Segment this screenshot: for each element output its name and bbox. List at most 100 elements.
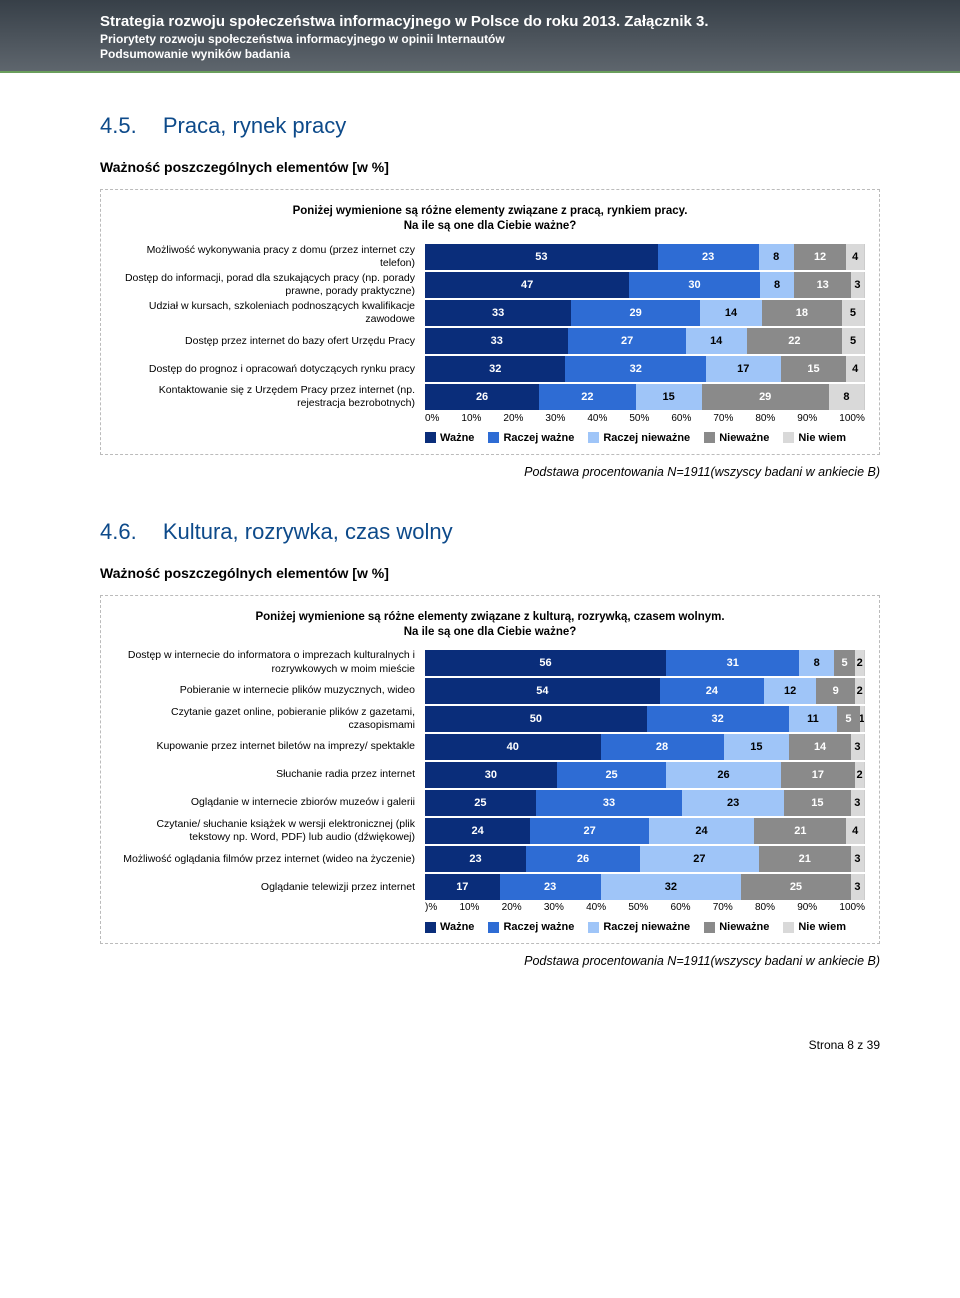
stacked-bar: 302526172: [425, 762, 865, 788]
bar-segment: 5: [842, 300, 864, 326]
bar-segment: 50: [425, 706, 647, 732]
axis-tick: )%: [425, 902, 437, 913]
legend-label: Nie wiem: [798, 432, 846, 444]
legend-label: Raczej nieważne: [603, 432, 690, 444]
header-subtitle-1: Priorytety rozwoju społeczeństwa informa…: [100, 32, 900, 48]
row-label: Dostęp do informacji, porad dla szukając…: [115, 272, 425, 298]
axis-tick: 100%: [839, 902, 865, 913]
bar-segment: 27: [568, 328, 685, 354]
bar-segment: 21: [754, 818, 846, 844]
bar-segment: 26: [526, 846, 640, 872]
bar-segment: 30: [629, 272, 759, 298]
axis-tick: 50%: [628, 902, 648, 913]
bar-segment: 23: [500, 874, 601, 900]
legend-swatch: [425, 922, 436, 933]
page-content: 4.5. Praca, rynek pracy Ważność poszczeg…: [0, 73, 960, 1029]
stacked-bar: 172332253: [425, 874, 865, 900]
header-title: Strategia rozwoju społeczeństwa informac…: [100, 12, 900, 32]
bar-segment: 4: [846, 818, 864, 844]
bar-segment: 18: [762, 300, 842, 326]
bar-segment: 17: [706, 356, 781, 382]
legend-swatch: [783, 922, 794, 933]
legend-label: Ważne: [440, 432, 474, 444]
bar-segment: 14: [789, 734, 850, 760]
axis-tick: 30%: [545, 413, 565, 424]
bar-segment: 32: [425, 356, 565, 382]
chart-kultura: Poniżej wymienione są różne elementy zwi…: [100, 595, 880, 945]
chart-legend: WażneRaczej ważneRaczej nieważneNieważne…: [425, 921, 865, 933]
bar-segment: 22: [747, 328, 843, 354]
legend-swatch: [588, 922, 599, 933]
bar-segment: 24: [660, 678, 764, 704]
bar-segment: 14: [686, 328, 747, 354]
bar-segment: 53: [425, 244, 658, 270]
bar-segment: 3: [851, 734, 864, 760]
axis-tick: 0%: [425, 413, 439, 424]
bar-segment: 40: [425, 734, 601, 760]
axis-tick: 50%: [629, 413, 649, 424]
header-subtitle-2: Podsumowanie wyników badania: [100, 47, 900, 63]
x-axis: )%10%20%30%40%50%60%70%80%90%100%: [115, 902, 865, 913]
chart-row: Oglądanie telewizji przez internet172332…: [115, 874, 865, 900]
legend-item: Raczej ważne: [488, 432, 574, 444]
legend-item: Nie wiem: [783, 432, 846, 444]
chart-praca: Poniżej wymienione są różne elementy zwi…: [100, 189, 880, 455]
axis-tick: 70%: [713, 413, 733, 424]
chart-rows-container: Dostęp w internecie do informatora o imp…: [115, 649, 865, 900]
bar-segment: 32: [565, 356, 705, 382]
bar-segment: 28: [601, 734, 724, 760]
bar-segment: 14: [700, 300, 762, 326]
bar-segment: 1: [860, 706, 864, 732]
chart-row: Oglądanie w internecie zbiorów muzeów i …: [115, 790, 865, 816]
bar-segment: 9: [816, 678, 855, 704]
bar-segment: 4: [846, 356, 864, 382]
bar-segment: 17: [781, 762, 856, 788]
bar-segment: 29: [571, 300, 700, 326]
row-label: Możliwość oglądania filmów przez interne…: [115, 853, 425, 866]
legend-swatch: [588, 432, 599, 443]
stacked-bar: 232627213: [425, 846, 865, 872]
bar-segment: 2: [855, 762, 864, 788]
section-title: Praca, rynek pracy: [163, 113, 346, 138]
legend-swatch: [488, 922, 499, 933]
section-number: 4.5.: [100, 113, 137, 138]
stacked-bar: 47308133: [425, 272, 865, 298]
chart-row: Możliwość oglądania filmów przez interne…: [115, 846, 865, 872]
bar-segment: 25: [425, 790, 536, 816]
bar-segment: 4: [846, 244, 864, 270]
bar-segment: 23: [682, 790, 784, 816]
bar-segment: 12: [764, 678, 816, 704]
bar-segment: 8: [829, 384, 864, 410]
bar-segment: 8: [799, 650, 833, 676]
chart-row: Czytanie gazet online, pobieranie plików…: [115, 706, 865, 732]
page-footer: Strona 8 z 39: [0, 1028, 960, 1072]
legend-item: Raczej nieważne: [588, 432, 690, 444]
row-label: Dostęp w internecie do informatora o imp…: [115, 649, 425, 675]
stacked-bar: 53238124: [425, 244, 865, 270]
chart-title: Poniżej wymienione są różne elementy zwi…: [115, 204, 865, 234]
bar-segment: 12: [794, 244, 847, 270]
bar-segment: 56: [425, 650, 666, 676]
legend-item: Ważne: [425, 432, 474, 444]
row-label: Słuchanie radia przez internet: [115, 768, 425, 781]
legend-swatch: [488, 432, 499, 443]
chart-footnote: Podstawa procentowania N=1911(wszyscy ba…: [100, 954, 880, 968]
row-label: Dostęp do prognoz i opracowań dotyczącyc…: [115, 363, 425, 376]
bar-segment: 24: [425, 818, 530, 844]
chart-row: Czytanie/ słuchanie książek w wersji ele…: [115, 818, 865, 844]
bar-segment: 3: [851, 846, 864, 872]
bar-segment: 5: [834, 650, 856, 676]
axis-tick: 60%: [671, 902, 691, 913]
legend-label: Nieważne: [719, 921, 769, 933]
axis-tick: 40%: [586, 902, 606, 913]
chart-row: Dostęp w internecie do informatora o imp…: [115, 649, 865, 675]
chart-row: Dostęp do informacji, porad dla szukając…: [115, 272, 865, 298]
legend-item: Nieważne: [704, 921, 769, 933]
page-header: Strategia rozwoju społeczeństwa informac…: [0, 0, 960, 73]
bar-segment: 11: [789, 706, 838, 732]
chart-row: Możliwość wykonywania pracy z domu (prze…: [115, 244, 865, 270]
axis-tick: 90%: [797, 413, 817, 424]
axis-tick: 60%: [671, 413, 691, 424]
section-heading-4-6: 4.6. Kultura, rozrywka, czas wolny: [100, 519, 880, 545]
bar-segment: 47: [425, 272, 629, 298]
